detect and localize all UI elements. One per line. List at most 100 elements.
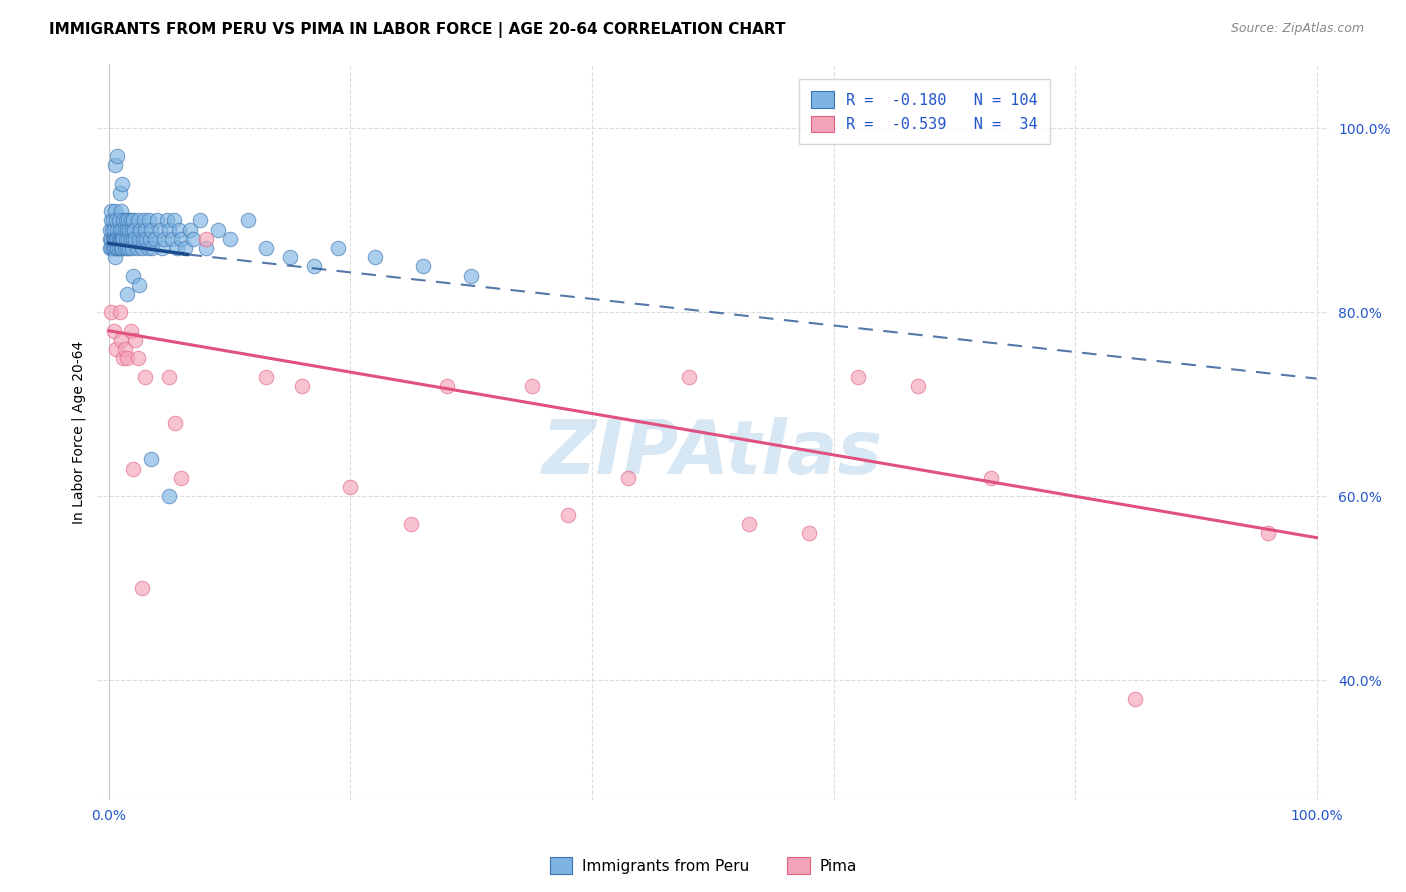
Point (1257, 526, 1279, 541)
Point (166, 241, 188, 255)
Point (114, 241, 136, 255)
Point (122, 268, 145, 283)
Point (460, 268, 482, 283)
Point (101, 222, 124, 236)
Point (138, 213, 160, 227)
Point (111, 177, 134, 191)
Y-axis label: In Labor Force | Age 20-64: In Labor Force | Age 20-64 (72, 340, 86, 524)
Point (124, 232, 146, 246)
Point (103, 222, 125, 236)
Point (124, 222, 146, 236)
Text: Source: ZipAtlas.com: Source: ZipAtlas.com (1230, 22, 1364, 36)
Point (118, 241, 141, 255)
Point (157, 369, 180, 384)
Point (105, 241, 128, 255)
Point (105, 213, 128, 227)
Point (132, 213, 155, 227)
Point (339, 480, 361, 494)
Point (291, 379, 314, 393)
Point (328, 241, 350, 255)
Point (112, 232, 135, 246)
Point (146, 213, 169, 227)
Point (143, 232, 166, 246)
Point (150, 241, 173, 255)
Point (194, 241, 217, 255)
Point (139, 232, 162, 246)
Point (179, 222, 201, 236)
Point (132, 232, 155, 246)
Point (122, 232, 145, 246)
Point (678, 369, 700, 384)
Point (120, 324, 142, 338)
Text: IMMIGRANTS FROM PERU VS PIMA IN LABOR FORCE | AGE 20-64 CORRELATION CHART: IMMIGRANTS FROM PERU VS PIMA IN LABOR FO… (49, 22, 786, 38)
Point (114, 232, 136, 246)
Point (104, 204, 127, 219)
Point (122, 461, 145, 475)
Point (103, 324, 125, 338)
Point (218, 232, 240, 246)
Point (112, 351, 135, 366)
Point (127, 213, 149, 227)
Point (115, 222, 138, 236)
Point (114, 342, 136, 356)
Point (104, 232, 127, 246)
Point (115, 241, 138, 255)
Point (174, 241, 197, 255)
Point (183, 232, 205, 246)
Point (108, 222, 131, 236)
Point (101, 232, 124, 246)
Point (111, 222, 134, 236)
Point (115, 287, 138, 301)
Point (105, 222, 128, 236)
Point (135, 232, 157, 246)
Point (153, 232, 176, 246)
Point (115, 351, 138, 366)
Point (98, 241, 121, 255)
Point (302, 260, 325, 274)
Point (100, 305, 122, 319)
Point (520, 379, 543, 393)
Point (799, 526, 821, 541)
Point (163, 213, 186, 227)
Point (131, 241, 153, 255)
Point (100, 204, 122, 219)
Point (110, 333, 132, 347)
Point (412, 260, 434, 274)
Point (121, 241, 143, 255)
Point (979, 471, 1001, 485)
Point (121, 222, 143, 236)
Point (124, 333, 146, 347)
Point (108, 232, 131, 246)
Point (104, 250, 127, 264)
Point (98, 222, 121, 236)
Point (101, 213, 124, 227)
Point (100, 232, 122, 246)
Point (436, 379, 458, 393)
Point (110, 241, 132, 255)
Point (254, 241, 277, 255)
Point (129, 222, 152, 236)
Point (136, 241, 159, 255)
Point (100, 213, 122, 227)
Point (907, 379, 929, 393)
Point (103, 232, 125, 246)
Point (131, 581, 153, 595)
Point (738, 516, 761, 531)
Text: ZIPAtlas: ZIPAtlas (543, 417, 883, 491)
Point (114, 213, 136, 227)
Point (117, 232, 139, 246)
Point (363, 250, 385, 264)
Point (118, 222, 141, 236)
Point (1125, 691, 1147, 706)
Point (188, 213, 211, 227)
Point (104, 158, 127, 172)
Point (112, 213, 135, 227)
Point (105, 232, 128, 246)
Point (160, 232, 183, 246)
Point (170, 232, 193, 246)
Point (134, 369, 156, 384)
Point (157, 489, 180, 503)
Point (194, 232, 217, 246)
Point (107, 213, 129, 227)
Point (108, 186, 131, 200)
